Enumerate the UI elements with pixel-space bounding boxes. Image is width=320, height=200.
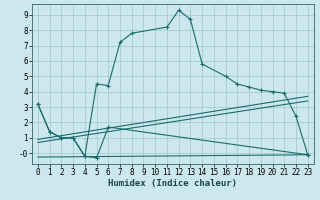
- X-axis label: Humidex (Indice chaleur): Humidex (Indice chaleur): [108, 179, 237, 188]
